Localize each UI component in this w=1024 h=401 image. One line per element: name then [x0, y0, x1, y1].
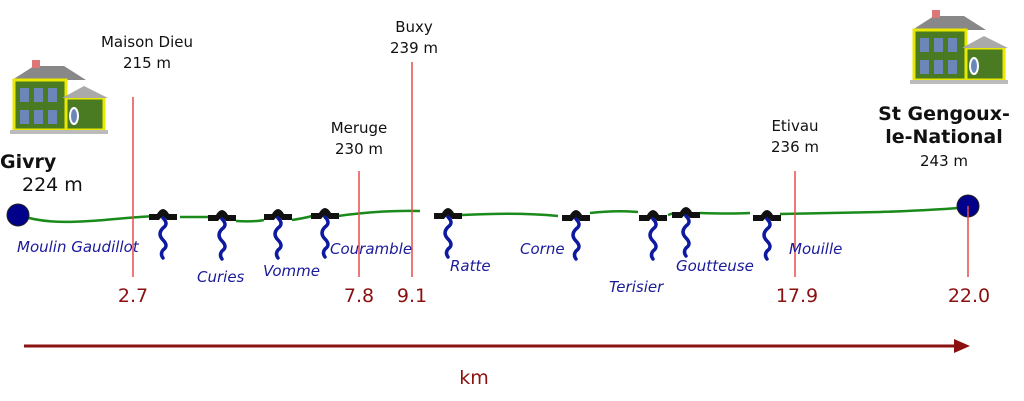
waypoint-altitude: 215 m: [123, 54, 171, 72]
km-label: 7.8: [344, 285, 374, 307]
arrow-head-icon: [954, 339, 970, 353]
bridge-icon: [149, 209, 177, 260]
waypoint-name: Etivau: [771, 117, 818, 135]
waypoint-name: Maison Dieu: [101, 33, 193, 51]
route-line: [17, 205, 969, 224]
river-label: Moulin Gaudillot: [17, 238, 140, 256]
end-name-line1: St Gengoux-: [878, 103, 1010, 125]
bridge-icon: [639, 210, 667, 261]
river-label: Mouille: [789, 240, 842, 258]
bridge-icon: [434, 208, 462, 259]
givry-house-icon: [8, 58, 110, 136]
waypoint-altitude: 230 m: [335, 140, 383, 158]
km-label: 9.1: [397, 285, 427, 307]
river-label: Terisier: [609, 278, 664, 296]
end-name-line2: le-National: [885, 126, 1003, 148]
st-gengoux-house-icon: [908, 8, 1010, 86]
axis-label: km: [459, 367, 489, 389]
river-label: Couramble: [330, 240, 412, 258]
river-label: Corne: [520, 240, 565, 258]
bridge-icon: [753, 210, 781, 261]
end-altitude: 243 m: [920, 152, 968, 170]
bridge-icon: [311, 208, 339, 259]
start-name: Givry: [0, 151, 57, 173]
bridge-icon: [264, 209, 292, 260]
river-label: Ratte: [450, 257, 491, 275]
river-label: Goutteuse: [676, 257, 754, 275]
bridge-icon: [672, 207, 700, 258]
bridge-icon: [208, 210, 236, 261]
start-altitude: 224 m: [22, 174, 83, 196]
km-label: 2.7: [118, 285, 148, 307]
river-label: Curies: [197, 268, 245, 286]
river-label: Vomme: [263, 262, 320, 280]
waypoint-altitude: 239 m: [390, 39, 438, 57]
waypoint-name: Buxy: [395, 18, 433, 36]
bridge-icon: [562, 210, 590, 261]
waypoint-altitude: 236 m: [771, 138, 819, 156]
km-label: 17.9: [776, 285, 818, 307]
start-point-marker: [6, 203, 30, 227]
waypoint-name: Meruge: [331, 119, 388, 137]
km-label: 22.0: [948, 285, 990, 307]
